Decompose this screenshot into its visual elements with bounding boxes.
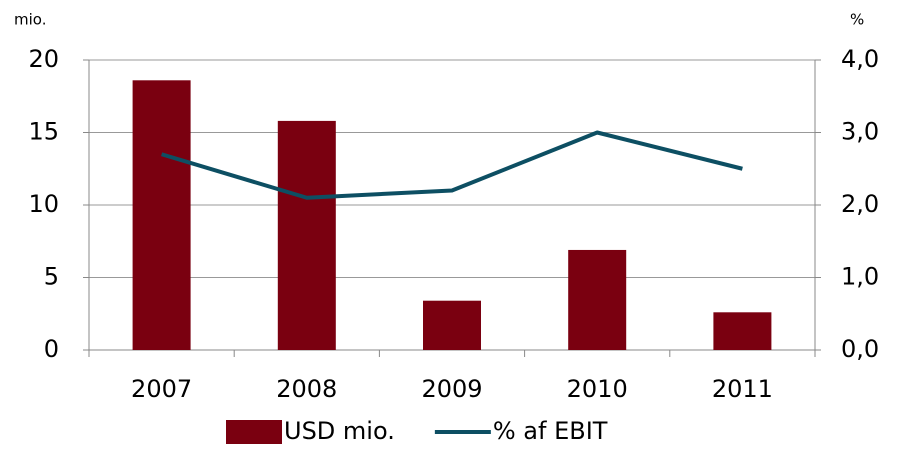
y2-tick-label: 3,0 bbox=[841, 118, 879, 146]
bar bbox=[132, 80, 191, 351]
x-tick-label: 2010 bbox=[567, 375, 628, 403]
x-tick-label: 2007 bbox=[131, 375, 192, 403]
y-tick-label: 0 bbox=[44, 335, 59, 363]
y2-tick-label: 1,0 bbox=[841, 263, 879, 291]
legend-label: % af EBIT bbox=[493, 417, 608, 445]
y-tick-label: 20 bbox=[28, 45, 59, 73]
x-tick-label: 2008 bbox=[276, 375, 337, 403]
y-tick-label: 15 bbox=[28, 118, 59, 146]
y2-tick-label: 4,0 bbox=[841, 45, 879, 73]
y-tick-label: 5 bbox=[44, 263, 59, 291]
y-axis-unit: mio. bbox=[14, 11, 46, 29]
y2-tick-label: 0,0 bbox=[841, 335, 879, 363]
legend-swatch bbox=[226, 420, 282, 444]
y-tick-label: 10 bbox=[28, 190, 59, 218]
legend-label: USD mio. bbox=[284, 417, 395, 445]
bar bbox=[713, 312, 772, 350]
bar bbox=[568, 249, 627, 350]
bar bbox=[277, 120, 336, 351]
y2-tick-label: 2,0 bbox=[841, 190, 879, 218]
x-tick-label: 2009 bbox=[421, 375, 482, 403]
bar bbox=[423, 300, 481, 350]
y2-axis-unit: % bbox=[850, 11, 864, 29]
x-tick-label: 2011 bbox=[712, 375, 773, 403]
line bbox=[161, 130, 743, 200]
